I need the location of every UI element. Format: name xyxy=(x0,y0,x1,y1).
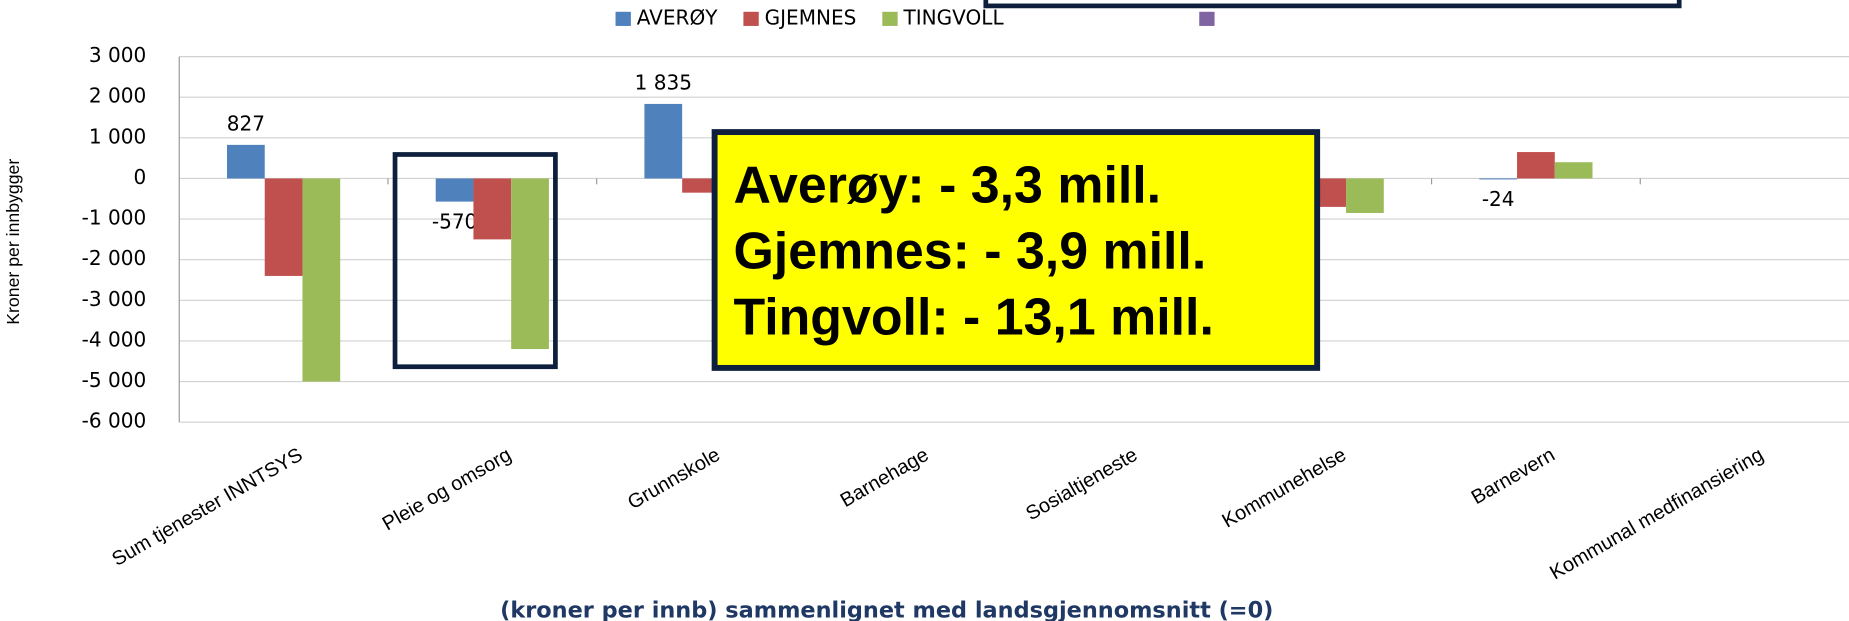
bar xyxy=(682,178,720,193)
x-tick-label: Sum tjenester INNTSYS xyxy=(108,444,306,571)
data-label: 827 xyxy=(227,111,265,135)
annotation-text: Tingvoll: - 13,1 mill. xyxy=(733,287,1213,345)
data-label: -24 xyxy=(1482,187,1515,211)
data-label: 1 835 xyxy=(635,70,692,94)
x-axis-title: (kroner per innb) sammenlignet med lands… xyxy=(500,597,1273,621)
y-tick-label: 2 000 xyxy=(89,84,146,108)
legend-swatch xyxy=(743,11,759,26)
legend-label: GJEMNES xyxy=(765,5,857,29)
bar xyxy=(473,178,512,240)
y-tick-label: -1 000 xyxy=(82,206,147,230)
bar xyxy=(435,178,474,202)
bar xyxy=(1346,178,1384,213)
legend-swatch-extra xyxy=(1199,11,1215,26)
bar xyxy=(1554,162,1593,179)
chart-body: Kroner per innbygger (kroner per innb) s… xyxy=(3,0,1849,621)
bar xyxy=(644,103,683,179)
bar xyxy=(226,144,265,179)
legend-label: AVERØY xyxy=(637,5,718,29)
x-tick-label: Grunnskole xyxy=(624,444,724,514)
y-tick-label: 3 000 xyxy=(89,43,146,67)
y-axis-title: Kroner per innbygger xyxy=(3,159,23,325)
x-tick-label: Barnevern xyxy=(1468,444,1559,509)
y-tick-label: 1 000 xyxy=(89,124,146,148)
x-tick-label: Kommunal medfinansiering xyxy=(1546,444,1767,584)
bar xyxy=(511,178,549,350)
y-tick-label: -3 000 xyxy=(82,287,147,311)
y-tick-label: -4 000 xyxy=(82,327,147,351)
data-label: -570 xyxy=(432,209,477,233)
x-tick-label: Sosialtjeneste xyxy=(1022,444,1141,525)
legend-swatch xyxy=(615,11,631,26)
x-tick-label: Kommunehelse xyxy=(1218,444,1350,533)
highlight-box xyxy=(392,152,558,370)
annotation-box xyxy=(711,129,1321,371)
bar xyxy=(1517,152,1555,179)
x-tick-label: Pleie og omsorg xyxy=(379,444,515,535)
y-tick-label: -6 000 xyxy=(82,409,147,433)
y-tick-label: 0 xyxy=(133,165,146,189)
y-tick-label: -2 000 xyxy=(82,246,147,270)
annotation-text: Averøy: - 3,3 mill. xyxy=(733,155,1161,213)
bar xyxy=(302,178,341,382)
legend-swatch xyxy=(882,11,898,26)
top-box xyxy=(983,0,1682,9)
y-tick-label: -5 000 xyxy=(82,368,147,392)
legend-label: TINGVOLL xyxy=(903,5,1005,29)
bar xyxy=(1479,178,1518,180)
x-tick-label: Barnehage xyxy=(837,444,933,512)
annotation-text: Gjemnes: - 3,9 mill. xyxy=(733,221,1206,279)
bar xyxy=(264,178,303,276)
